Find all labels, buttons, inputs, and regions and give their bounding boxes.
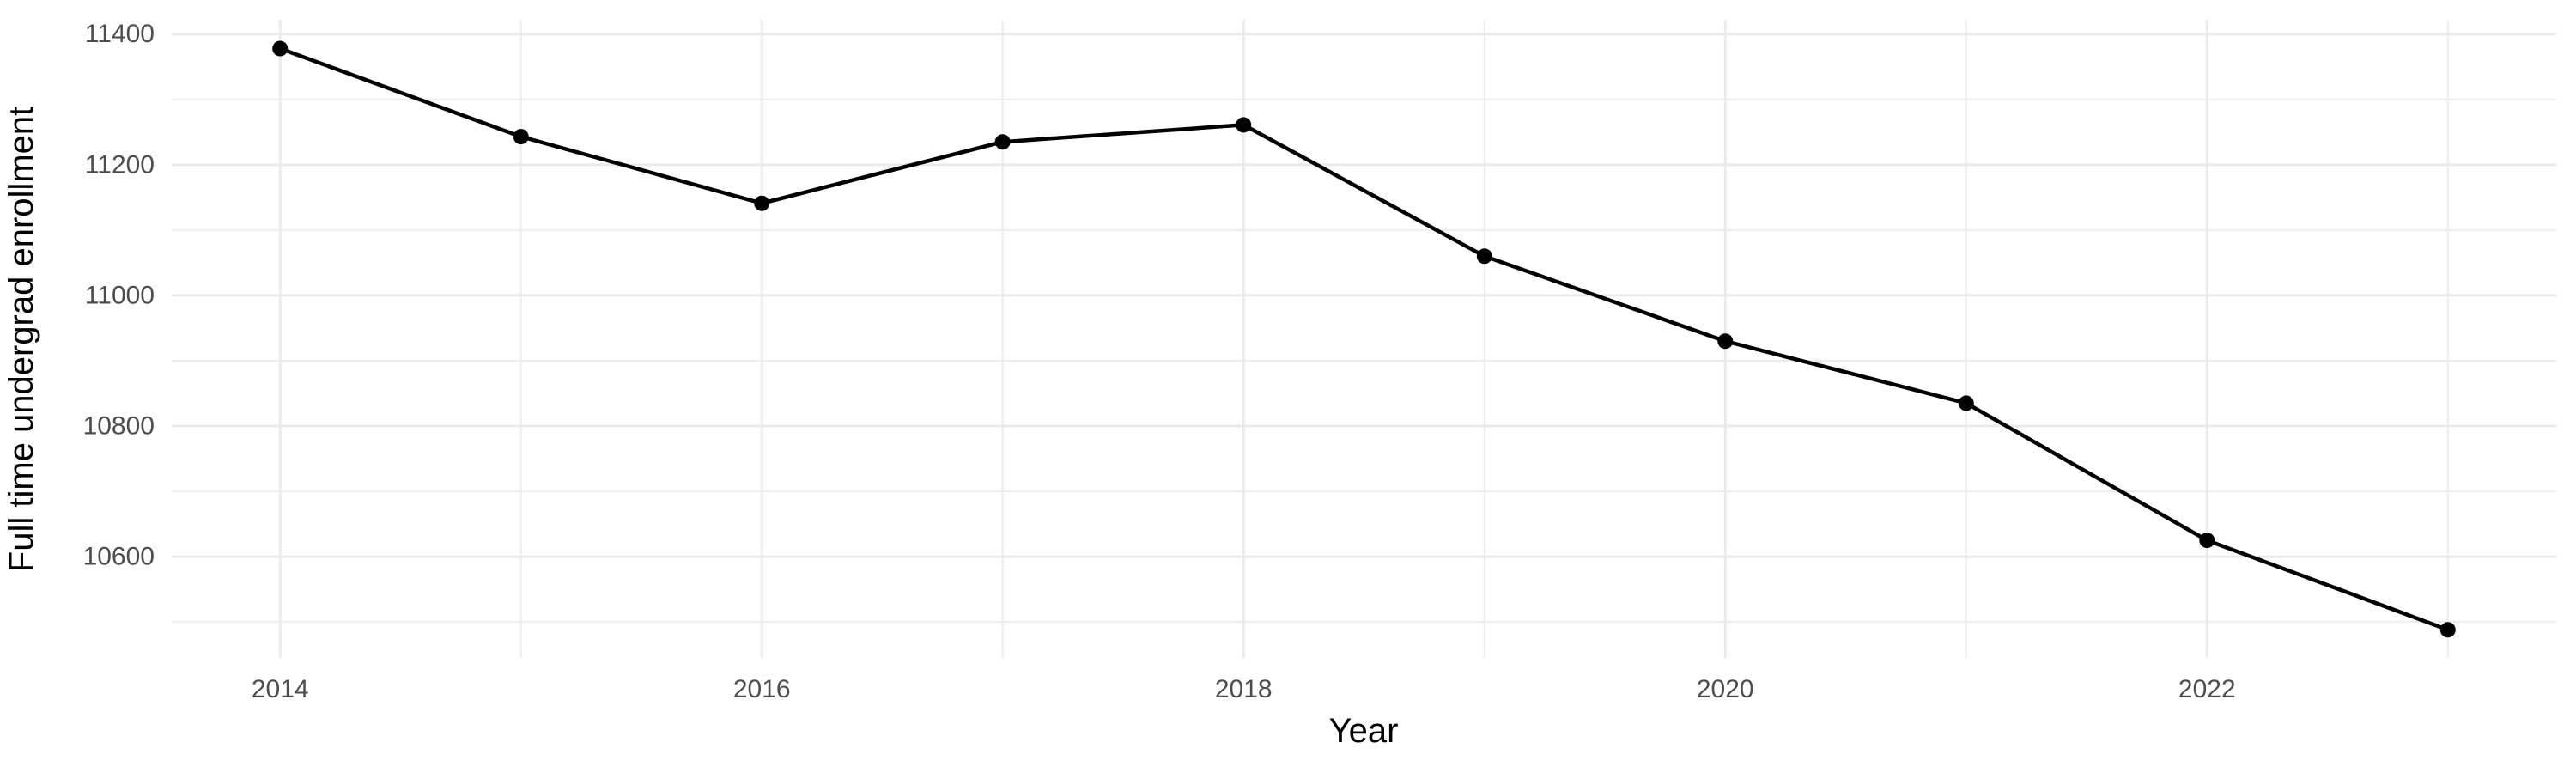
x-tick-label: 2018 <box>1215 675 1273 703</box>
x-tick-label: 2022 <box>2178 675 2236 703</box>
x-axis-title: Year <box>1329 712 1399 750</box>
y-axis-title: Full time undergrad enrollment <box>3 107 40 572</box>
x-tick-label: 2016 <box>733 675 791 703</box>
minor-gridlines <box>172 20 2556 658</box>
data-point <box>1236 117 1252 133</box>
x-tick-label: 2020 <box>1697 675 1754 703</box>
data-point <box>513 129 529 145</box>
data-series <box>272 40 2456 638</box>
data-point <box>2199 533 2215 549</box>
data-point <box>2439 622 2456 638</box>
major-gridlines <box>172 20 2556 658</box>
data-point <box>1958 395 1974 411</box>
y-tick-label: 10600 <box>83 543 155 571</box>
y-tick-label: 10800 <box>83 412 155 441</box>
enrollment-trend-line <box>277 46 2451 632</box>
data-point <box>1476 248 1492 265</box>
y-tick-label: 11400 <box>85 20 155 48</box>
x-axis-tick-labels: 2014 2016 2018 2020 2022 <box>252 675 2236 703</box>
x-tick-label: 2014 <box>252 675 309 703</box>
y-tick-label: 11000 <box>85 281 155 309</box>
y-tick-label: 11200 <box>85 150 155 179</box>
data-point <box>1717 333 1734 350</box>
data-point <box>994 134 1011 150</box>
data-point <box>272 40 289 57</box>
data-point <box>754 195 770 211</box>
y-axis-tick-labels: 11400 11200 11000 10800 10600 <box>83 20 155 570</box>
